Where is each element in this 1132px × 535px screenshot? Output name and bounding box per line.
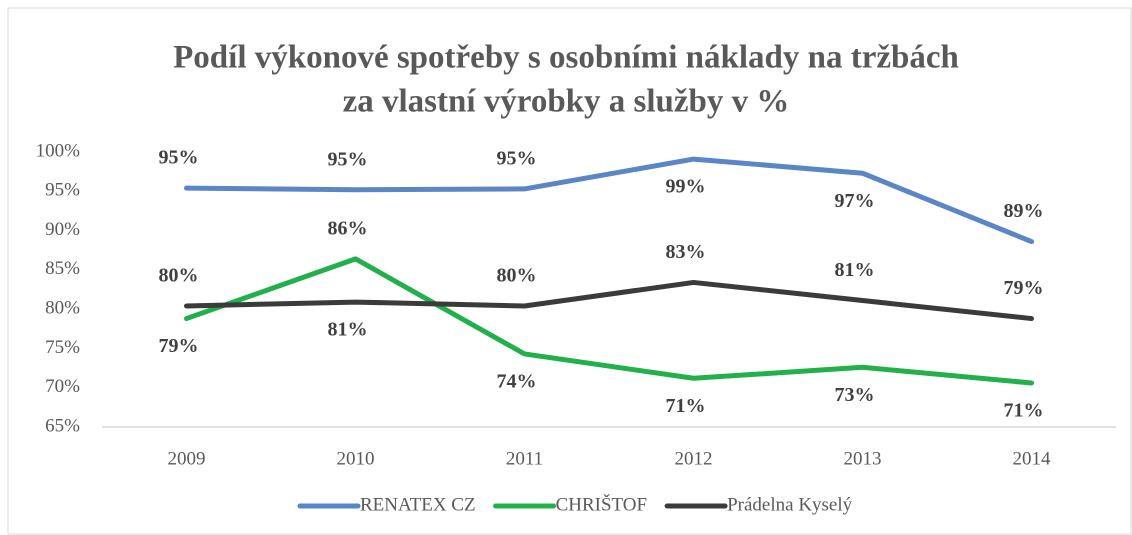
data-label: 99% bbox=[666, 176, 706, 198]
data-label: 79% bbox=[159, 335, 199, 357]
y-tick-label: 65% bbox=[45, 415, 80, 436]
line bbox=[184, 256, 1034, 386]
legend-label: CHRIŠTOF bbox=[556, 493, 648, 515]
y-tick-label: 85% bbox=[45, 258, 80, 279]
y-tick-label: 75% bbox=[45, 337, 80, 358]
x-tick-label: 2011 bbox=[506, 448, 543, 469]
data-label: 95% bbox=[328, 148, 368, 170]
data-label: 81% bbox=[328, 319, 368, 341]
legend-label: RENATEX CZ bbox=[360, 494, 476, 515]
data-label: 73% bbox=[835, 384, 875, 406]
y-tick-label: 90% bbox=[45, 219, 80, 240]
x-tick-label: 2012 bbox=[675, 448, 713, 469]
data-label: 89% bbox=[1004, 200, 1044, 222]
data-label: 80% bbox=[159, 265, 199, 287]
data-label: 71% bbox=[1004, 400, 1044, 422]
chart-title: za vlastní výrobky a služby v % bbox=[343, 84, 790, 120]
y-tick-label: 70% bbox=[45, 376, 80, 397]
line bbox=[184, 279, 1034, 322]
chart-frame bbox=[7, 7, 1132, 535]
data-label: 95% bbox=[159, 147, 199, 169]
data-label: 80% bbox=[497, 265, 537, 287]
line bbox=[184, 156, 1034, 245]
x-tick-label: 2009 bbox=[168, 448, 206, 469]
data-label: 71% bbox=[666, 395, 706, 417]
data-label: 95% bbox=[497, 148, 537, 170]
data-label: 83% bbox=[666, 241, 706, 263]
data-label: 74% bbox=[497, 371, 537, 393]
legend-label: Prádelna Kyselý bbox=[727, 494, 853, 515]
data-label: 81% bbox=[835, 259, 875, 281]
chart-title: Podíl výkonové spotřeby s osobními nákla… bbox=[173, 40, 959, 76]
data-label: 97% bbox=[835, 190, 875, 212]
data-label: 86% bbox=[328, 217, 368, 239]
x-tick-label: 2010 bbox=[337, 448, 375, 469]
y-tick-label: 95% bbox=[45, 180, 80, 201]
x-tick-label: 2013 bbox=[844, 448, 882, 469]
y-tick-label: 100% bbox=[36, 140, 81, 161]
y-tick-label: 80% bbox=[45, 298, 80, 319]
x-tick-label: 2014 bbox=[1013, 448, 1052, 469]
data-label: 79% bbox=[1004, 277, 1044, 299]
